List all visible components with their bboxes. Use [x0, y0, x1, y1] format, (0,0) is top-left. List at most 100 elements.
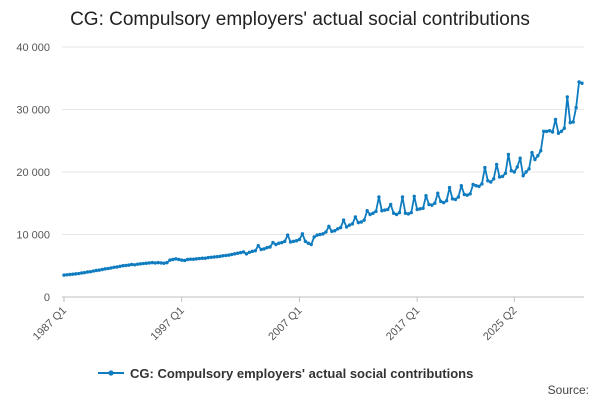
data-point[interactable] [291, 239, 296, 244]
data-point[interactable] [303, 239, 308, 244]
data-point[interactable] [330, 229, 334, 234]
data-point[interactable] [97, 268, 102, 272]
data-point[interactable] [536, 154, 540, 158]
data-point[interactable] [524, 170, 528, 174]
data-point[interactable] [124, 263, 128, 268]
data-point[interactable] [474, 184, 478, 188]
data-point[interactable] [515, 165, 519, 169]
data-point[interactable] [247, 250, 252, 255]
data-point[interactable] [274, 242, 278, 247]
data-point[interactable] [315, 233, 319, 237]
data-point[interactable] [324, 230, 328, 234]
data-point[interactable] [427, 202, 431, 207]
data-point[interactable] [79, 271, 84, 275]
data-point[interactable] [306, 241, 310, 245]
data-point[interactable] [577, 80, 581, 84]
data-point[interactable] [556, 131, 561, 135]
data-point[interactable] [580, 81, 584, 85]
data-point[interactable] [391, 211, 396, 215]
data-point[interactable] [182, 258, 187, 263]
data-point[interactable] [359, 220, 363, 224]
data-point[interactable] [168, 258, 172, 262]
data-point[interactable] [132, 263, 137, 267]
data-point[interactable] [94, 268, 99, 273]
data-point[interactable] [503, 171, 508, 175]
data-point[interactable] [533, 157, 537, 162]
data-point[interactable] [62, 273, 66, 277]
data-point[interactable] [138, 262, 143, 266]
data-point[interactable] [406, 212, 411, 216]
data-point[interactable] [433, 201, 437, 205]
data-point[interactable] [465, 193, 469, 197]
legend[interactable]: CG: Compulsory employers' actual social … [98, 366, 473, 381]
data-point[interactable] [444, 199, 449, 203]
data-point[interactable] [506, 152, 511, 157]
data-point[interactable] [233, 252, 237, 256]
data-point[interactable] [312, 235, 316, 239]
data-point[interactable] [115, 265, 119, 269]
data-point[interactable] [559, 129, 564, 134]
data-point[interactable] [318, 232, 322, 237]
data-point[interactable] [453, 197, 458, 202]
data-point[interactable] [180, 258, 184, 262]
data-point[interactable] [206, 255, 210, 260]
data-point[interactable] [165, 260, 169, 265]
data-point[interactable] [338, 225, 343, 230]
data-point[interactable] [265, 245, 269, 250]
data-point[interactable] [544, 129, 549, 134]
data-point[interactable] [321, 232, 325, 236]
data-point[interactable] [388, 202, 393, 207]
data-point[interactable] [430, 203, 434, 207]
data-point[interactable] [553, 117, 558, 122]
data-point[interactable] [362, 218, 366, 222]
data-point[interactable] [421, 206, 425, 210]
data-point[interactable] [371, 211, 375, 215]
data-point[interactable] [456, 195, 461, 199]
data-point[interactable] [365, 209, 369, 213]
data-point[interactable] [156, 260, 160, 265]
data-point[interactable] [562, 126, 567, 130]
data-point[interactable] [571, 120, 575, 124]
data-point[interactable] [447, 185, 452, 190]
data-point[interactable] [85, 270, 90, 274]
data-point[interactable] [509, 169, 514, 173]
data-point[interactable] [188, 257, 193, 261]
data-point[interactable] [185, 257, 190, 262]
data-point[interactable] [238, 250, 243, 255]
data-point[interactable] [409, 210, 413, 215]
data-point[interactable] [441, 200, 446, 205]
data-point[interactable] [547, 129, 552, 133]
data-point[interactable] [300, 232, 305, 236]
data-point[interactable] [162, 261, 166, 265]
data-point[interactable] [74, 272, 78, 276]
data-point[interactable] [77, 271, 81, 276]
data-point[interactable] [280, 240, 284, 245]
data-point[interactable] [177, 257, 181, 262]
data-point[interactable] [71, 272, 75, 276]
data-point[interactable] [341, 218, 346, 222]
data-point[interactable] [383, 208, 387, 212]
data-point[interactable] [403, 211, 408, 215]
data-point[interactable] [194, 257, 199, 261]
data-point[interactable] [565, 95, 569, 99]
data-point[interactable] [415, 207, 419, 212]
data-point[interactable] [135, 262, 140, 266]
data-point[interactable] [489, 180, 493, 184]
data-point[interactable] [530, 150, 534, 155]
data-point[interactable] [103, 267, 107, 271]
data-point[interactable] [483, 165, 487, 170]
data-point[interactable] [256, 244, 260, 248]
data-point[interactable] [253, 249, 258, 253]
data-point[interactable] [424, 194, 428, 198]
data-point[interactable] [68, 272, 72, 277]
data-point[interactable] [436, 191, 440, 195]
data-point[interactable] [327, 224, 331, 229]
data-point[interactable] [277, 241, 281, 245]
data-point[interactable] [174, 257, 178, 261]
data-point[interactable] [397, 210, 402, 215]
data-point[interactable] [209, 255, 213, 260]
data-point[interactable] [521, 174, 525, 178]
data-point[interactable] [224, 253, 228, 258]
data-point[interactable] [468, 192, 472, 196]
data-point[interactable] [386, 207, 390, 212]
